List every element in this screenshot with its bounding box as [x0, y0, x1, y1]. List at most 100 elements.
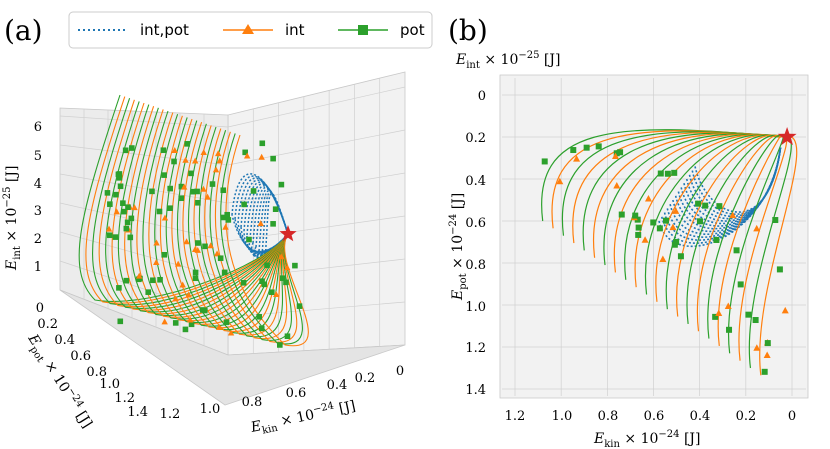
- b-marker-pot: [696, 218, 703, 225]
- a-marker-pot: [283, 279, 289, 286]
- b-marker-pot: [635, 231, 642, 238]
- a-marker-pot: [129, 145, 135, 151]
- panel-b-label: (b): [448, 14, 488, 47]
- panel-a-z-ticks: 6 5 4 3 2 1: [34, 120, 42, 275]
- a-marker-int: [200, 149, 207, 156]
- a-marker-pot: [149, 188, 155, 195]
- a-curve-pot: [117, 104, 289, 313]
- b-marker-int: [573, 155, 581, 162]
- a-x-tick-0.8: 0.8: [242, 395, 263, 410]
- b-marker-pot: [761, 368, 768, 375]
- a-marker-pot: [145, 289, 152, 295]
- panel-a-y-ticks: 0 0.2 0.4 0.6 0.8 1.0 1.2 1.4: [36, 301, 148, 420]
- a-marker-pot: [246, 236, 252, 243]
- a-curve-int: [148, 112, 289, 322]
- a-marker-pot: [115, 171, 122, 178]
- b-y-tick-1.4: 1.4: [465, 383, 486, 398]
- b-marker-int: [715, 309, 723, 317]
- b-marker-pot: [663, 217, 670, 224]
- a-marker-pot: [223, 319, 230, 325]
- a-marker-int: [213, 250, 221, 257]
- a-marker-pot: [194, 240, 201, 246]
- b-marker-int: [556, 177, 564, 185]
- a-curve-pot: [78, 94, 289, 302]
- b-marker-pot: [617, 149, 624, 156]
- a-y-tick-0.6: 0.6: [70, 349, 91, 364]
- b-marker-int: [613, 182, 621, 189]
- a-marker-int: [204, 193, 211, 200]
- a-marker-pot: [259, 278, 265, 285]
- legend-pot-label: pot: [400, 21, 425, 39]
- a-marker-pot: [117, 183, 124, 190]
- a-marker-pot: [259, 140, 266, 147]
- a-marker-int: [215, 150, 222, 157]
- a-marker-pot: [188, 321, 195, 328]
- a-z-tick-2: 2: [34, 232, 42, 247]
- a-grid-z: [227, 258, 406, 280]
- panel-a: (a) 6 5 4 3 2 1 Eint × 10−25 [J] 0 0.2 0…: [2, 14, 406, 437]
- a-curve-pot: [130, 107, 289, 317]
- b-marker-int: [644, 195, 652, 202]
- b-marker-pot: [650, 219, 657, 226]
- panel-b: (b) Eint × 10−25 [J] 0 0.2 0.4 0.6 0.8 1…: [448, 14, 809, 449]
- a-marker-pot: [264, 262, 270, 269]
- a-curve-int: [182, 122, 289, 333]
- b-x-tick-0.4: 0.4: [690, 409, 711, 424]
- b-marker-int: [672, 207, 680, 214]
- a-marker-int: [222, 223, 229, 230]
- b-marker-pot: [702, 202, 709, 209]
- b-marker-pot: [772, 217, 779, 224]
- b-y-tick-1.0: 1.0: [465, 300, 486, 315]
- a-curve-pot: [142, 110, 289, 320]
- a-marker-pot: [188, 170, 194, 177]
- a-marker-int: [215, 323, 223, 330]
- a-grid-z: [227, 86, 406, 128]
- a-curve-int-pot: [240, 179, 289, 254]
- a-marker-pot: [123, 225, 130, 232]
- a-marker-pot: [190, 188, 197, 195]
- a-marker-pot: [272, 206, 279, 213]
- a-marker-int: [278, 253, 285, 260]
- a-marker-int: [258, 153, 265, 160]
- a-curve-int-pot: [243, 181, 289, 254]
- a-marker-int: [191, 246, 199, 253]
- b-curve-int-pot: [672, 147, 782, 233]
- a-grid-z: [227, 129, 406, 166]
- a-marker-int: [212, 166, 220, 173]
- a-marker-int: [171, 147, 178, 154]
- a-marker-pot: [112, 234, 119, 240]
- b-marker-int: [659, 255, 667, 263]
- b-marker-pot: [677, 253, 684, 260]
- panel-b-y-label: Epot × 10−24 [J]: [448, 193, 469, 301]
- b-x-tick-1.0: 1.0: [552, 409, 573, 424]
- a-marker-pot: [277, 342, 283, 348]
- legend: int,pot int pot: [68, 11, 433, 49]
- a-marker-pot: [278, 181, 285, 188]
- b-marker-pot: [695, 200, 702, 207]
- a-marker-int: [192, 157, 199, 164]
- b-marker-pot: [712, 313, 719, 320]
- b-curve-int-pot: [661, 147, 782, 244]
- a-grid-z: [59, 115, 229, 128]
- a-x-tick-0: 0: [396, 364, 404, 379]
- b-y-tick-0.2: 0.2: [465, 131, 486, 146]
- a-marker-pot: [220, 187, 227, 194]
- a-grid-z: [227, 215, 406, 242]
- legend-int-marker: [242, 24, 254, 34]
- panel-a-curves: [78, 94, 309, 348]
- b-curve-pot: [644, 134, 781, 295]
- a-marker-int: [174, 260, 182, 267]
- a-marker-int: [243, 152, 251, 159]
- a-curve-int-pot: [246, 183, 289, 255]
- a-grid-z: [227, 172, 406, 204]
- b-y-tick-0.8: 0.8: [465, 258, 486, 273]
- panel-a-back-wall: [227, 71, 406, 356]
- a-marker-int: [187, 316, 194, 323]
- b-marker-pot: [737, 281, 744, 288]
- a-marker-pot: [107, 201, 113, 207]
- panel-a-left-wall: [59, 107, 229, 356]
- a-marker-int: [161, 318, 168, 325]
- b-marker-pot: [776, 266, 783, 273]
- a-marker-pot: [250, 188, 257, 194]
